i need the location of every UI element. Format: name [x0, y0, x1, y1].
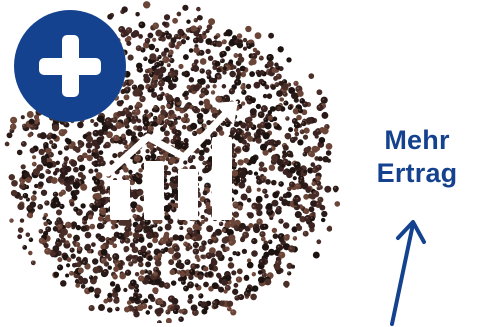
chart-bar-1 [110, 180, 130, 220]
headline-line-1: Mehr [384, 125, 450, 155]
plus-badge [14, 10, 126, 122]
chart-bar-4 [212, 137, 232, 220]
headline-line-2: Ertrag [376, 158, 458, 188]
chart-bar-3 [178, 169, 198, 220]
chart-bar-2 [144, 161, 164, 220]
trend-line [104, 107, 232, 177]
arrow-up-icon [390, 220, 426, 326]
headline-mehr-ertrag: Mehr Ertrag [352, 124, 482, 190]
trend-arrowhead [214, 101, 238, 125]
rising-bar-chart-icon [104, 101, 238, 220]
plus-icon [39, 35, 101, 97]
